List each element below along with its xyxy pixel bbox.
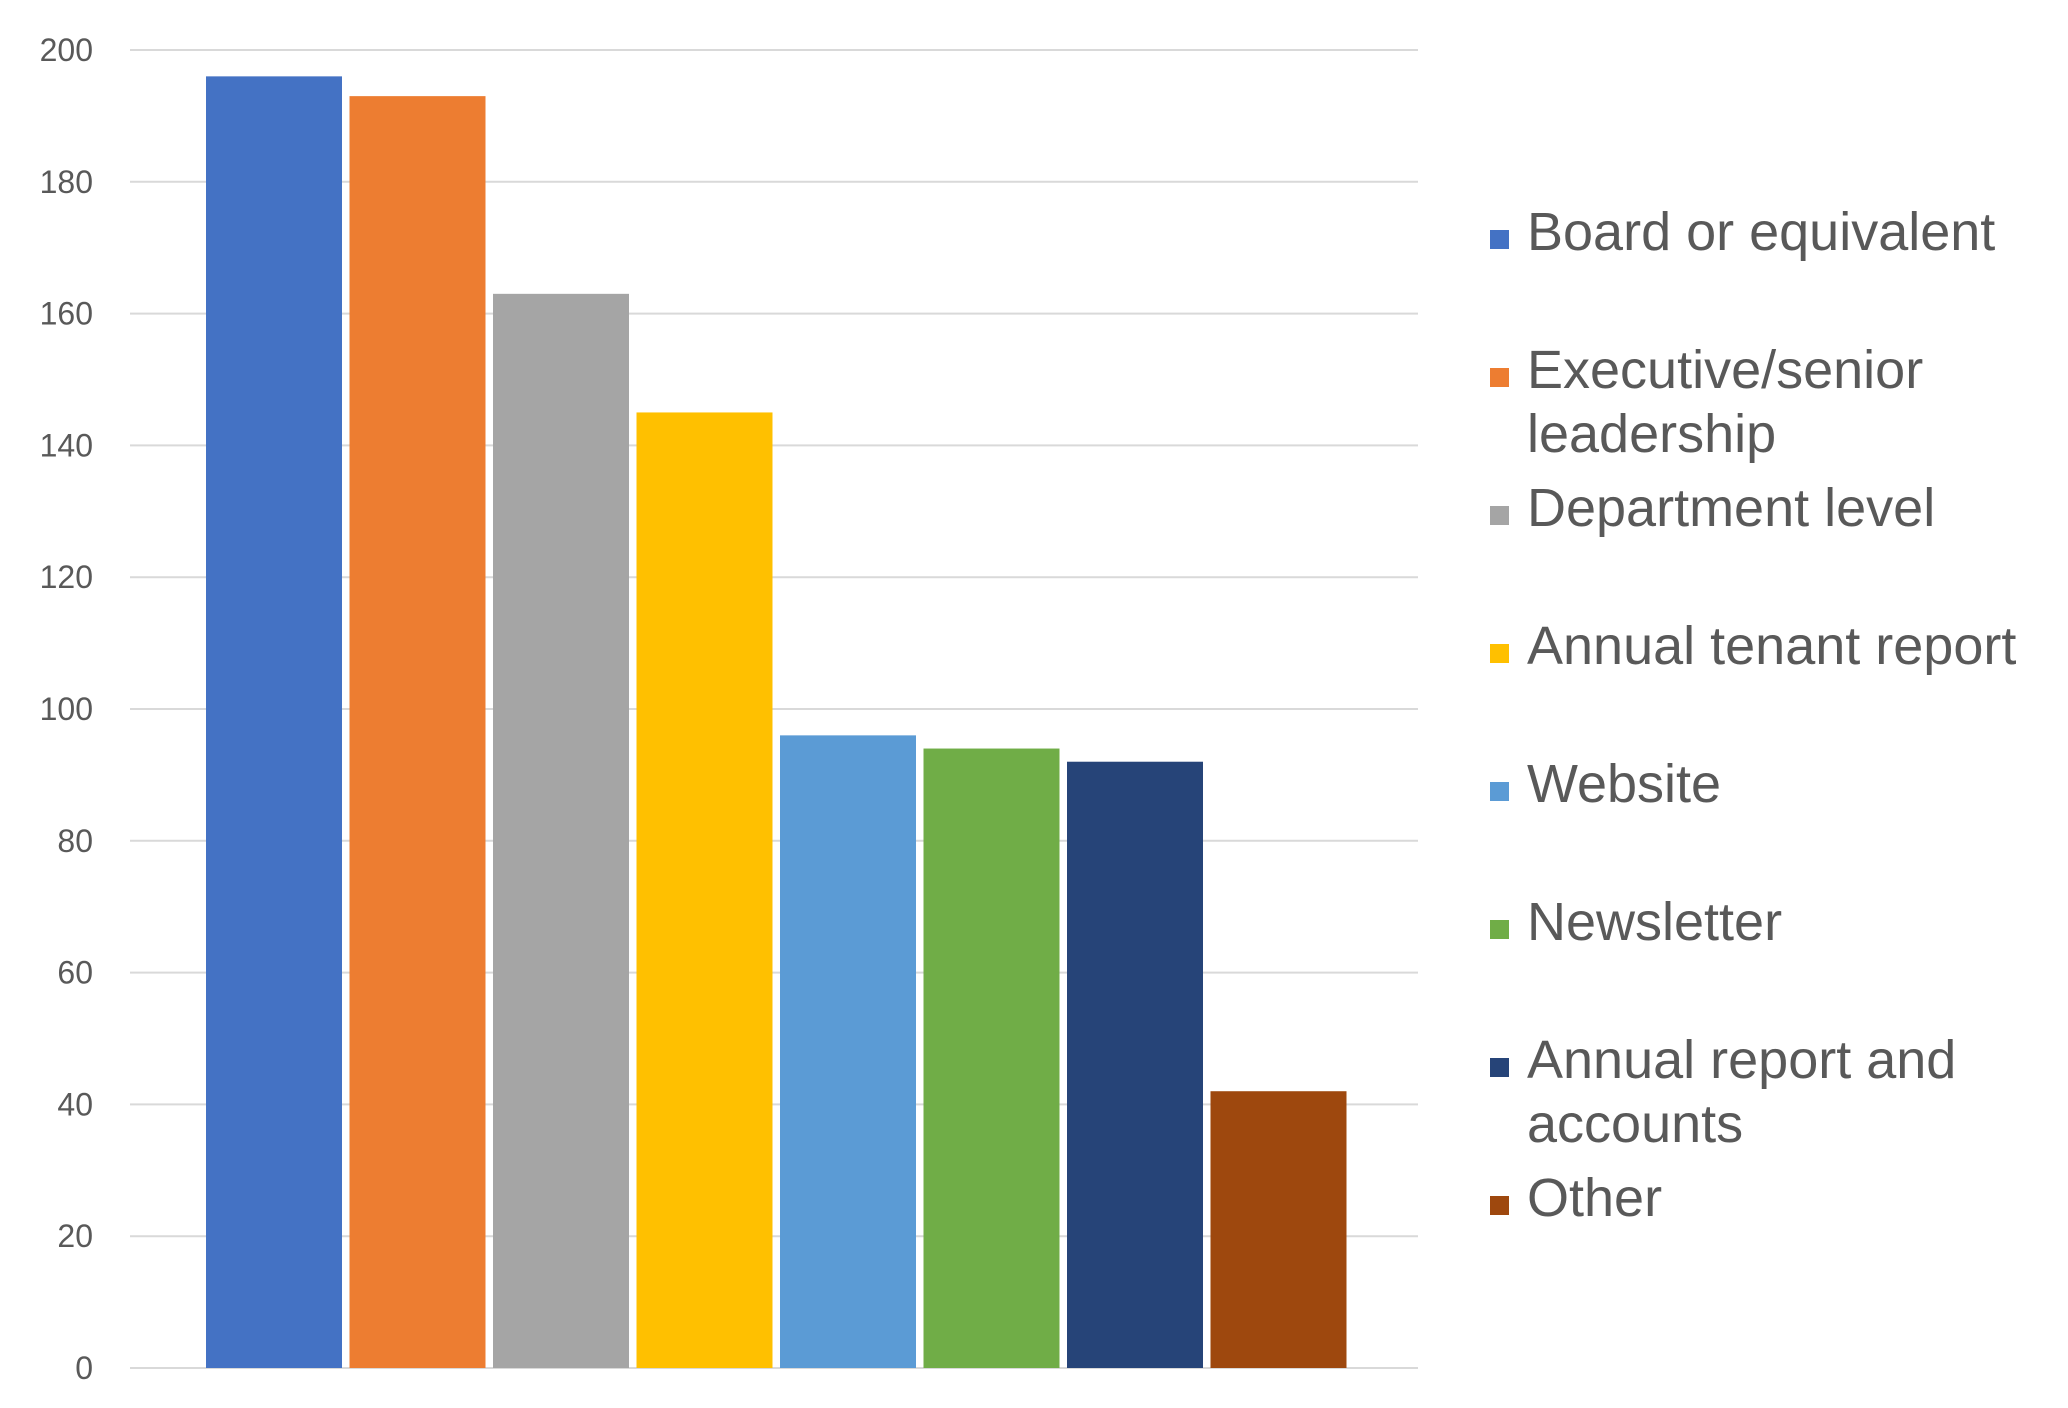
legend-label: Department level — [1527, 476, 1935, 540]
y-axis-ticks: 0 20 40 60 80 100 120 140 160 180 200 — [40, 32, 93, 1386]
legend-item: Annual tenant report — [1490, 614, 2060, 752]
y-tick-label: 160 — [40, 296, 93, 332]
legend-label-line: Executive/senior — [1527, 340, 1924, 400]
y-tick-label: 180 — [40, 164, 93, 200]
legend-swatch — [1490, 1058, 1509, 1077]
bars — [206, 76, 1347, 1369]
legend-item: Executive/senior leadership — [1490, 338, 2060, 476]
y-tick-label: 200 — [40, 32, 93, 68]
legend-label-line: Website — [1527, 754, 1722, 814]
y-tick-label: 60 — [57, 955, 93, 991]
bar-other — [1210, 1091, 1347, 1368]
legend-label-line: leadership — [1527, 404, 1777, 464]
legend-label-line: accounts — [1527, 1094, 1744, 1154]
bar-newsletter — [923, 748, 1060, 1368]
legend-swatch — [1490, 920, 1509, 939]
legend-label: Annual tenant report — [1527, 614, 2016, 678]
legend-label: Executive/senior leadership — [1527, 338, 1923, 466]
y-tick-label: 140 — [40, 427, 93, 463]
y-tick-label: 40 — [57, 1086, 93, 1122]
legend-label: Board or equivalent — [1527, 200, 1995, 264]
legend-label-line: Other — [1527, 1168, 1663, 1228]
bar-department-level — [493, 293, 629, 1369]
legend-swatch — [1490, 1196, 1509, 1215]
legend-swatch — [1490, 368, 1509, 387]
y-tick-label: 120 — [40, 559, 93, 595]
bar-annual-tenant-report — [636, 412, 773, 1368]
legend-swatch — [1490, 506, 1509, 525]
legend-item: Website — [1490, 752, 2060, 890]
legend-item: Annual report and accounts — [1490, 1028, 2060, 1166]
bar-board-or-equivalent — [206, 76, 342, 1369]
legend-swatch — [1490, 644, 1509, 663]
legend-label: Website — [1527, 752, 1721, 816]
chart-legend: Board or equivalent Executive/senior leade… — [1490, 200, 2060, 1304]
legend-item: Newsletter — [1490, 890, 2060, 1028]
legend-label-line: Department level — [1527, 478, 1936, 538]
legend-item: Department level — [1490, 476, 2060, 614]
bar-executive-senior-leadership — [349, 96, 486, 1368]
bar-website — [780, 735, 916, 1368]
y-tick-label: 100 — [40, 691, 93, 727]
legend-label-line: Newsletter — [1527, 892, 1783, 952]
y-tick-label: 20 — [57, 1218, 93, 1254]
legend-swatch — [1490, 230, 1509, 249]
legend-label-line: Annual tenant report — [1527, 616, 2017, 676]
legend-label-line: Board or equivalent — [1527, 202, 1996, 262]
legend-item: Board or equivalent — [1490, 200, 2060, 338]
y-tick-label: 0 — [75, 1350, 93, 1386]
gridlines — [130, 49, 1418, 1369]
y-tick-label: 80 — [57, 823, 93, 859]
legend-label-line: Annual report and — [1527, 1030, 1957, 1090]
legend-label: Newsletter — [1527, 890, 1782, 954]
bar-annual-report-and-accounts — [1067, 761, 1203, 1368]
legend-label: Other — [1527, 1166, 1662, 1230]
legend-label: Annual report and accounts — [1527, 1028, 1956, 1156]
legend-item: Other — [1490, 1166, 2060, 1304]
legend-swatch — [1490, 782, 1509, 801]
